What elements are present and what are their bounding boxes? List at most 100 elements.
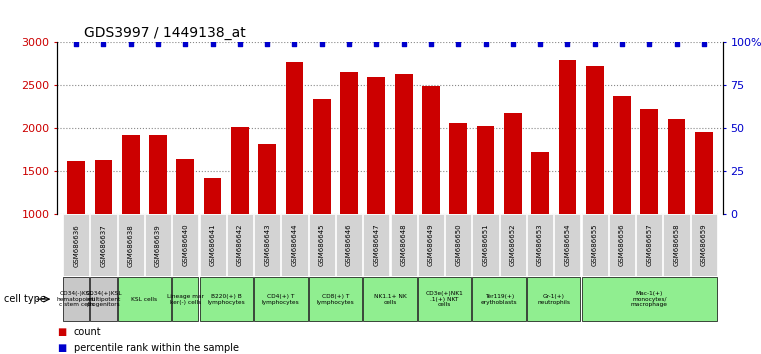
Text: GSM686646: GSM686646 <box>346 224 352 267</box>
Text: CD34(-)KSL
hematopoieti
c stem cells: CD34(-)KSL hematopoieti c stem cells <box>56 291 96 307</box>
Bar <box>581 214 608 276</box>
Text: GSM686651: GSM686651 <box>482 224 489 267</box>
Text: GSM686642: GSM686642 <box>237 224 243 267</box>
Bar <box>258 144 276 300</box>
Text: GSM686648: GSM686648 <box>400 224 406 267</box>
Bar <box>254 214 280 276</box>
Point <box>698 41 710 47</box>
Bar <box>199 214 226 276</box>
Bar <box>313 99 331 300</box>
Text: GSM686656: GSM686656 <box>619 224 625 267</box>
Text: CD3e(+)NK1
.1(+) NKT
cells: CD3e(+)NK1 .1(+) NKT cells <box>425 291 463 307</box>
Text: GSM686659: GSM686659 <box>701 224 707 267</box>
Text: GSM686637: GSM686637 <box>100 224 107 267</box>
Bar <box>204 178 221 300</box>
Point <box>425 41 437 47</box>
Text: Gr-1(+)
neutrophils: Gr-1(+) neutrophils <box>537 294 570 304</box>
Bar <box>63 214 89 276</box>
Bar <box>199 277 253 321</box>
Bar <box>67 161 85 300</box>
Bar <box>473 277 526 321</box>
Bar <box>227 214 253 276</box>
Text: GSM686643: GSM686643 <box>264 224 270 267</box>
Point <box>397 41 409 47</box>
Point <box>534 41 546 47</box>
Bar <box>691 214 717 276</box>
Bar <box>63 277 89 321</box>
Text: count: count <box>74 327 101 337</box>
Bar <box>309 277 362 321</box>
Bar <box>581 277 717 321</box>
Text: CD4(+) T
lymphocytes: CD4(+) T lymphocytes <box>262 294 300 304</box>
Text: GSM686647: GSM686647 <box>374 224 380 267</box>
Bar <box>145 214 171 276</box>
Bar <box>695 132 713 300</box>
Bar <box>282 214 307 276</box>
Bar <box>254 277 307 321</box>
Bar <box>336 214 362 276</box>
Text: GSM686658: GSM686658 <box>673 224 680 267</box>
Text: GSM686644: GSM686644 <box>291 224 298 267</box>
Bar <box>418 277 471 321</box>
Bar <box>94 160 113 300</box>
Point <box>616 41 628 47</box>
Text: GSM686652: GSM686652 <box>510 224 516 267</box>
Bar <box>122 135 139 300</box>
Text: GSM686650: GSM686650 <box>455 224 461 267</box>
Bar <box>172 277 199 321</box>
Text: GSM686649: GSM686649 <box>428 224 434 267</box>
Bar <box>445 214 471 276</box>
Point <box>316 41 328 47</box>
Point <box>507 41 519 47</box>
Point <box>70 41 82 47</box>
Text: GSM686639: GSM686639 <box>155 224 161 267</box>
Bar <box>177 159 194 300</box>
Point <box>180 41 192 47</box>
Bar <box>91 277 116 321</box>
Bar <box>527 277 581 321</box>
Bar <box>473 214 498 276</box>
Point <box>261 41 273 47</box>
Text: ■: ■ <box>57 327 66 337</box>
Bar <box>390 214 417 276</box>
Bar <box>363 214 390 276</box>
Point <box>643 41 655 47</box>
Bar <box>586 65 603 300</box>
Bar <box>531 152 549 300</box>
Bar <box>418 214 444 276</box>
Text: GDS3997 / 1449138_at: GDS3997 / 1449138_at <box>84 26 246 40</box>
Bar <box>667 119 686 300</box>
Text: CD34(+)KSL
multipotent
progenitors: CD34(+)KSL multipotent progenitors <box>85 291 122 307</box>
Text: GSM686640: GSM686640 <box>183 224 188 267</box>
Point <box>152 41 164 47</box>
Bar <box>422 86 440 300</box>
Bar <box>149 135 167 300</box>
Text: cell type: cell type <box>4 294 46 304</box>
Text: percentile rank within the sample: percentile rank within the sample <box>74 343 239 353</box>
Point <box>125 41 137 47</box>
Text: KSL cells: KSL cells <box>132 297 158 302</box>
Point <box>343 41 355 47</box>
Text: NK1.1+ NK
cells: NK1.1+ NK cells <box>374 294 406 304</box>
Point <box>97 41 110 47</box>
Bar <box>118 214 144 276</box>
Bar <box>504 113 522 300</box>
Bar <box>641 109 658 300</box>
Bar <box>527 214 553 276</box>
Bar <box>340 72 358 300</box>
Bar <box>636 214 662 276</box>
Bar <box>118 277 171 321</box>
Point <box>371 41 383 47</box>
Bar <box>613 96 631 300</box>
Bar <box>500 214 526 276</box>
Text: CD8(+) T
lymphocytes: CD8(+) T lymphocytes <box>317 294 355 304</box>
Point <box>562 41 574 47</box>
Bar <box>368 77 385 300</box>
Point <box>452 41 464 47</box>
Point <box>234 41 246 47</box>
Text: Ter119(+)
erythoblasts: Ter119(+) erythoblasts <box>481 294 517 304</box>
Text: ■: ■ <box>57 343 66 353</box>
Bar <box>231 127 249 300</box>
Bar <box>91 214 116 276</box>
Bar <box>172 214 199 276</box>
